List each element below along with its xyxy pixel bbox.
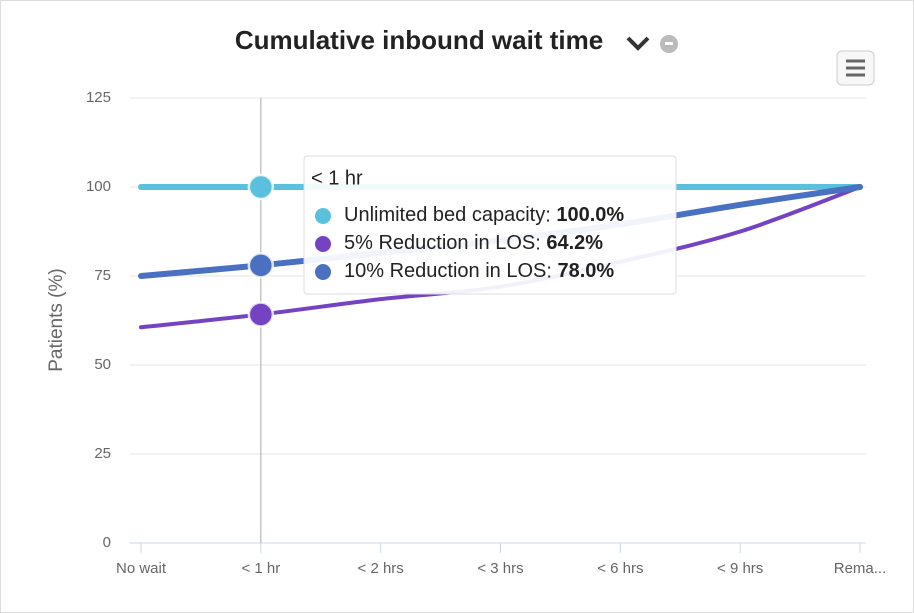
- x-tick-label: < 3 hrs: [477, 560, 523, 577]
- tooltip-swatch: [315, 236, 331, 252]
- x-tick-label: No wait: [116, 560, 167, 577]
- y-axis-label: Patients (%): [46, 268, 67, 371]
- tooltip-series-name: Unlimited bed capacity: [344, 204, 545, 226]
- tooltip-entry: 10% Reduction in LOS: 78.0%: [344, 260, 614, 282]
- tooltip-entry: 5% Reduction in LOS: 64.2%: [344, 232, 603, 254]
- hover-marker: [247, 252, 275, 279]
- y-tick-label: 50: [94, 356, 111, 373]
- menu-button[interactable]: [836, 50, 875, 86]
- x-tick-label: < 6 hrs: [597, 560, 643, 577]
- tooltip-series-name: 5% Reduction in LOS: [344, 232, 535, 254]
- y-tick-label: 125: [86, 89, 111, 106]
- tooltip: < 1 hr Unlimited bed capacity: 100.0% 5% R…: [303, 155, 677, 295]
- chart-title: Cumulative inbound wait time: [235, 25, 603, 55]
- hover-marker: [247, 301, 275, 328]
- tooltip-value: 100.0%: [556, 204, 624, 226]
- tooltip-value: 78.0%: [557, 260, 614, 282]
- y-tick-label: 100: [86, 178, 111, 195]
- info-glyph: [665, 42, 673, 45]
- y-tick-label: 0: [103, 534, 111, 551]
- tooltip-swatch: [315, 208, 331, 224]
- title-dropdown[interactable]: [626, 36, 650, 51]
- tooltip-box: [303, 155, 677, 295]
- y-tick-label: 25: [94, 445, 111, 462]
- tooltip-value: 64.2%: [546, 232, 603, 254]
- y-tick-label: 75: [94, 267, 111, 284]
- x-tick-label: < 1 hr: [241, 560, 280, 577]
- tooltip-entry: Unlimited bed capacity: 100.0%: [344, 204, 624, 226]
- tooltip-series-name: 10% Reduction in LOS: [344, 260, 546, 282]
- tooltip-swatch: [315, 264, 331, 280]
- menu-icon: [846, 59, 865, 77]
- x-tick-label: < 9 hrs: [717, 560, 763, 577]
- x-tick-label: Rema...: [834, 560, 887, 577]
- hover-marker: [247, 173, 275, 201]
- tooltip-title: < 1 hr: [311, 167, 363, 189]
- x-tick-label: < 2 hrs: [358, 560, 404, 577]
